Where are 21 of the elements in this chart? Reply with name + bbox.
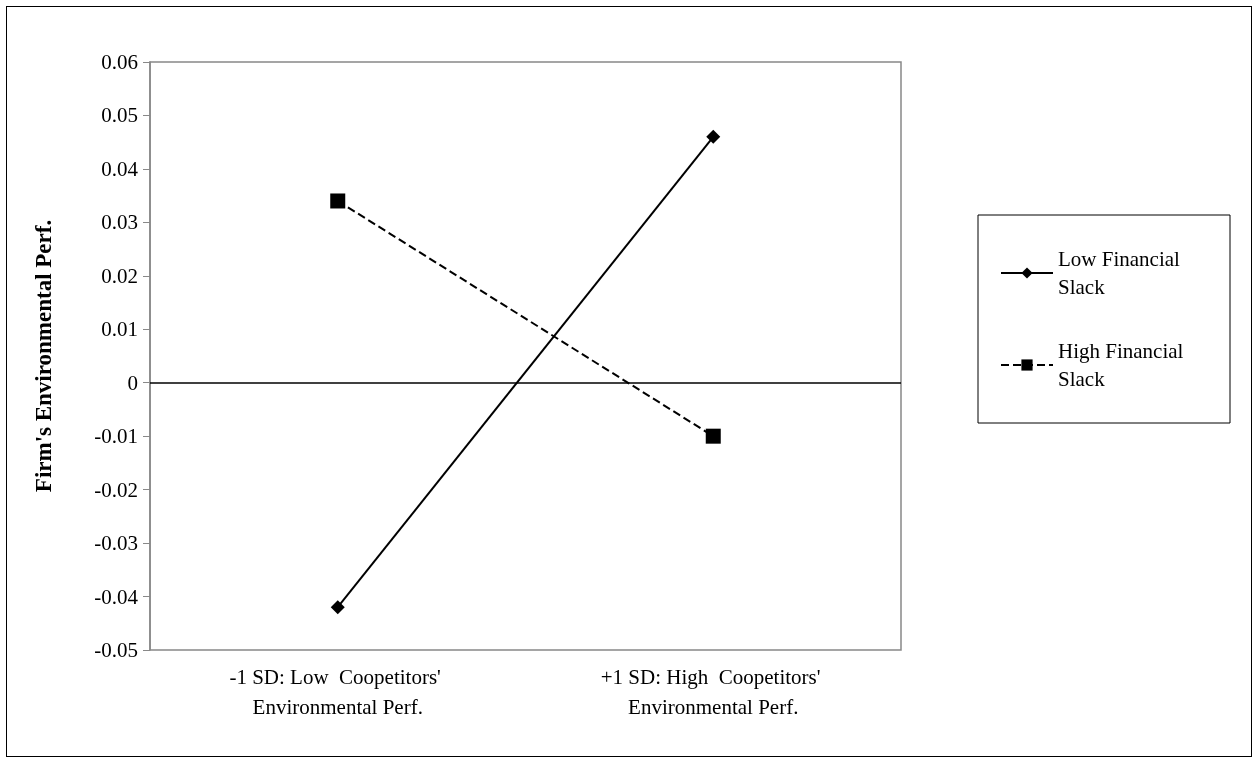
y-tick-label: 0.02	[101, 263, 138, 288]
y-tick-label: -0.05	[94, 638, 138, 662]
point	[706, 129, 721, 144]
y-tick-label: 0.01	[101, 317, 138, 342]
y-tick-label: -0.02	[94, 477, 138, 502]
y-tick-label: 0.06	[101, 50, 138, 74]
legend-label: Low Financial Slack	[1058, 247, 1186, 299]
point	[705, 428, 721, 444]
y-tick-label: -0.03	[94, 531, 138, 556]
y-tick-label: 0.04	[101, 156, 139, 181]
y-axis-title: Firm's Environmental Perf.	[31, 219, 56, 493]
y-tick-label: 0.05	[101, 103, 138, 128]
y-tick-label: 0	[127, 370, 138, 395]
point	[330, 193, 346, 209]
y-tick-label: -0.01	[94, 424, 138, 449]
legend-label: High Financial Slack	[1058, 339, 1189, 391]
point	[330, 600, 345, 615]
x-tick-label: -1 SD: Low Coopetitors' Environmental Perf.	[229, 665, 447, 719]
y-tick-label: -0.04	[94, 584, 139, 609]
y-tick-label: 0.03	[101, 210, 138, 235]
x-tick-label: +1 SD: High Coopetitors' Environmental Perf.	[600, 665, 826, 719]
